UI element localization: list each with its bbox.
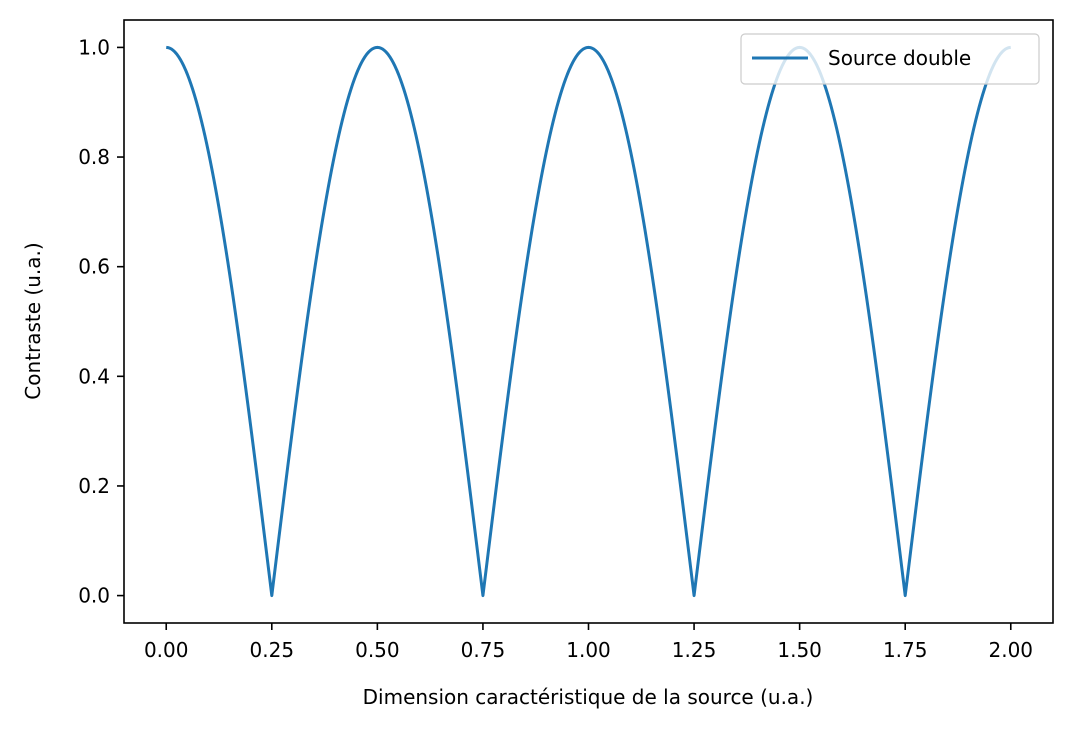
- plot-background: [124, 20, 1053, 623]
- x-tick-label: 1.75: [883, 638, 928, 662]
- x-tick-label: 1.50: [777, 638, 822, 662]
- legend-label: Source double: [828, 46, 971, 70]
- plot-frame: [123, 19, 1054, 624]
- y-ticks: 0.0 0.2 0.4 0.6 0.8 1.0: [78, 35, 124, 608]
- y-tick-label: 0.6: [78, 255, 110, 279]
- y-axis-label: Contraste (u.a.): [21, 242, 45, 399]
- series-layer: [166, 45, 1011, 598]
- x-tick-label: 0.50: [355, 638, 400, 662]
- x-tick-label: 0.00: [144, 638, 189, 662]
- x-tick-label: 0.25: [250, 638, 295, 662]
- x-tick-label: 0.75: [461, 638, 506, 662]
- legend-box: [740, 33, 1040, 85]
- y-tick-label: 0.2: [78, 474, 110, 498]
- y-tick-label: 0.0: [78, 584, 110, 608]
- x-ticks: 0.00 0.25 0.50 0.75 1.00 1.25 1.50 1.75 2.00: [144, 623, 1033, 662]
- x-axis-label: Dimension caractéristique de la source (…: [363, 685, 814, 709]
- series-line-source-double: [166, 45, 1011, 598]
- y-tick-label: 0.4: [78, 364, 110, 388]
- y-tick-label: 1.0: [78, 35, 110, 59]
- y-tick-label: 0.8: [78, 145, 110, 169]
- x-tick-label: 1.00: [566, 638, 611, 662]
- x-tick-label: 1.25: [672, 638, 717, 662]
- legend: Source double: [740, 33, 1040, 85]
- x-tick-label: 2.00: [989, 638, 1034, 662]
